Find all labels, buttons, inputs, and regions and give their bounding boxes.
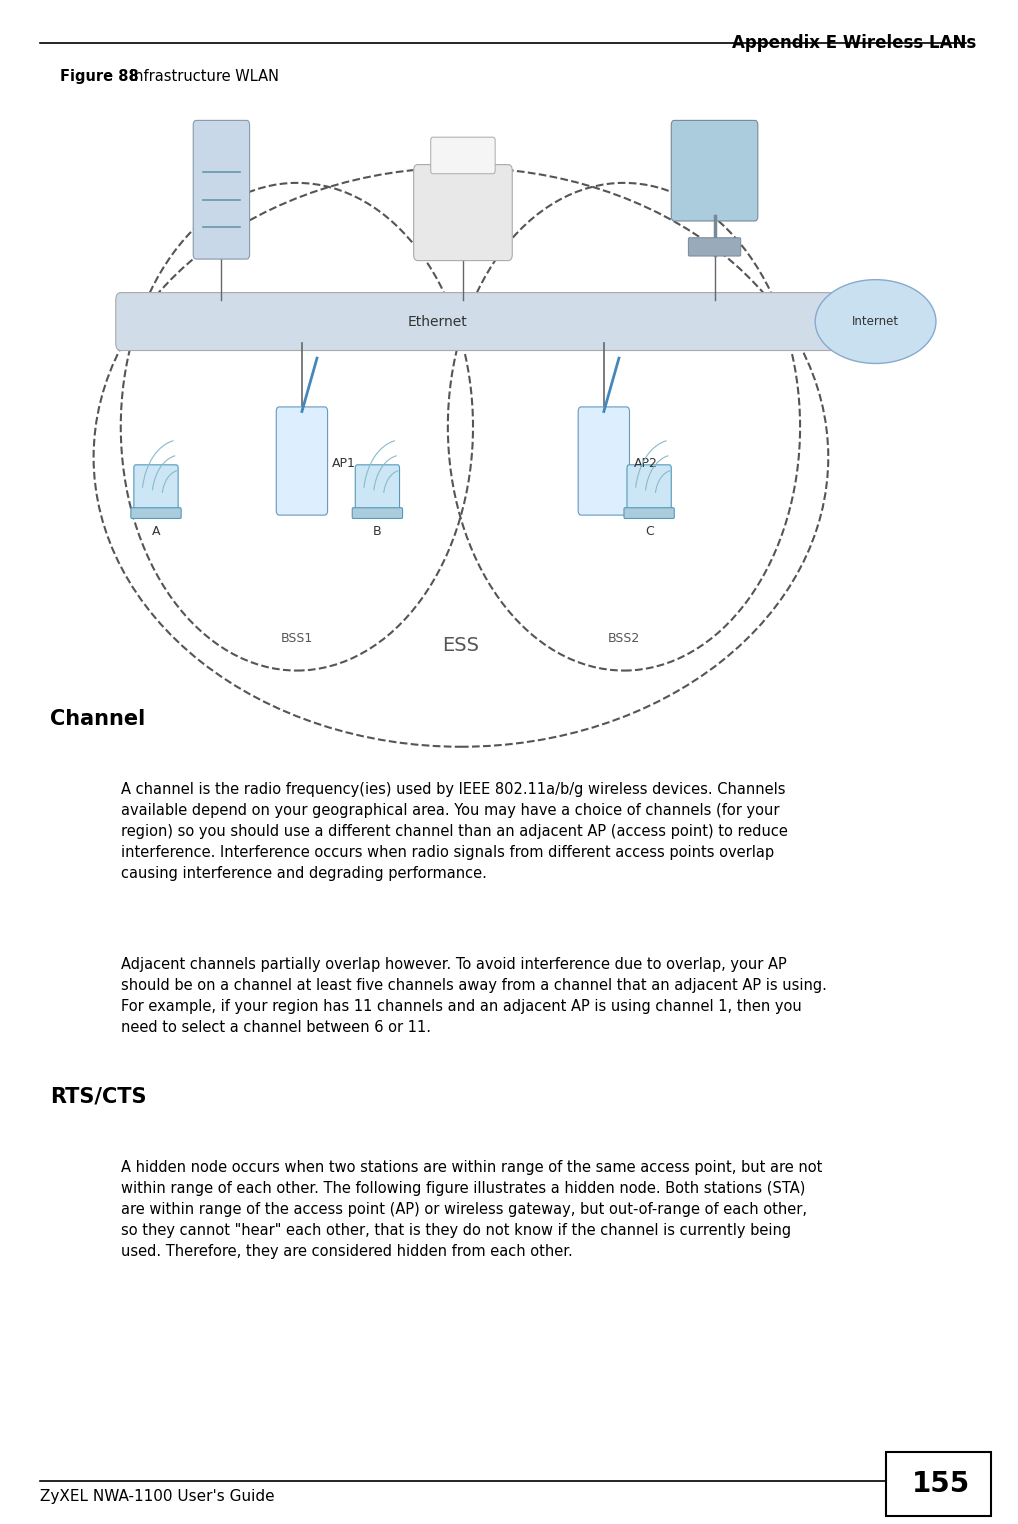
Text: BSS1: BSS1	[281, 631, 313, 645]
FancyBboxPatch shape	[624, 507, 674, 518]
FancyBboxPatch shape	[886, 1452, 992, 1516]
FancyBboxPatch shape	[193, 120, 249, 259]
FancyBboxPatch shape	[355, 465, 399, 514]
FancyBboxPatch shape	[352, 507, 402, 518]
FancyBboxPatch shape	[688, 238, 741, 256]
FancyBboxPatch shape	[276, 407, 328, 515]
Text: Channel: Channel	[50, 709, 146, 728]
Text: A: A	[152, 524, 160, 538]
FancyBboxPatch shape	[627, 465, 671, 514]
Text: Ethernet: Ethernet	[408, 314, 467, 329]
Text: B: B	[373, 524, 382, 538]
FancyBboxPatch shape	[133, 465, 178, 514]
FancyBboxPatch shape	[131, 507, 181, 518]
FancyBboxPatch shape	[671, 120, 757, 221]
FancyBboxPatch shape	[578, 407, 629, 515]
FancyBboxPatch shape	[431, 137, 495, 174]
Text: A hidden node occurs when two stations are within range of the same access point: A hidden node occurs when two stations a…	[121, 1160, 823, 1259]
Text: Appendix E Wireless LANs: Appendix E Wireless LANs	[732, 34, 976, 52]
FancyBboxPatch shape	[116, 293, 860, 351]
Text: Adjacent channels partially overlap however. To avoid interference due to overla: Adjacent channels partially overlap howe…	[121, 957, 827, 1035]
Ellipse shape	[815, 280, 936, 364]
Text: ESS: ESS	[443, 637, 479, 655]
Text: A channel is the radio frequency(ies) used by IEEE 802.11a/b/g wireless devices.: A channel is the radio frequency(ies) us…	[121, 782, 788, 881]
Text: C: C	[644, 524, 654, 538]
Text: Figure 88: Figure 88	[60, 69, 139, 84]
FancyBboxPatch shape	[413, 165, 512, 261]
Text: Infrastructure WLAN: Infrastructure WLAN	[116, 69, 279, 84]
Text: 155: 155	[912, 1471, 970, 1498]
Text: RTS/CTS: RTS/CTS	[50, 1087, 147, 1106]
Text: AP2: AP2	[634, 457, 658, 471]
Text: BSS2: BSS2	[608, 631, 640, 645]
Text: AP1: AP1	[332, 457, 356, 471]
Text: ZyXEL NWA-1100 User's Guide: ZyXEL NWA-1100 User's Guide	[41, 1489, 275, 1504]
Text: Internet: Internet	[852, 315, 899, 328]
